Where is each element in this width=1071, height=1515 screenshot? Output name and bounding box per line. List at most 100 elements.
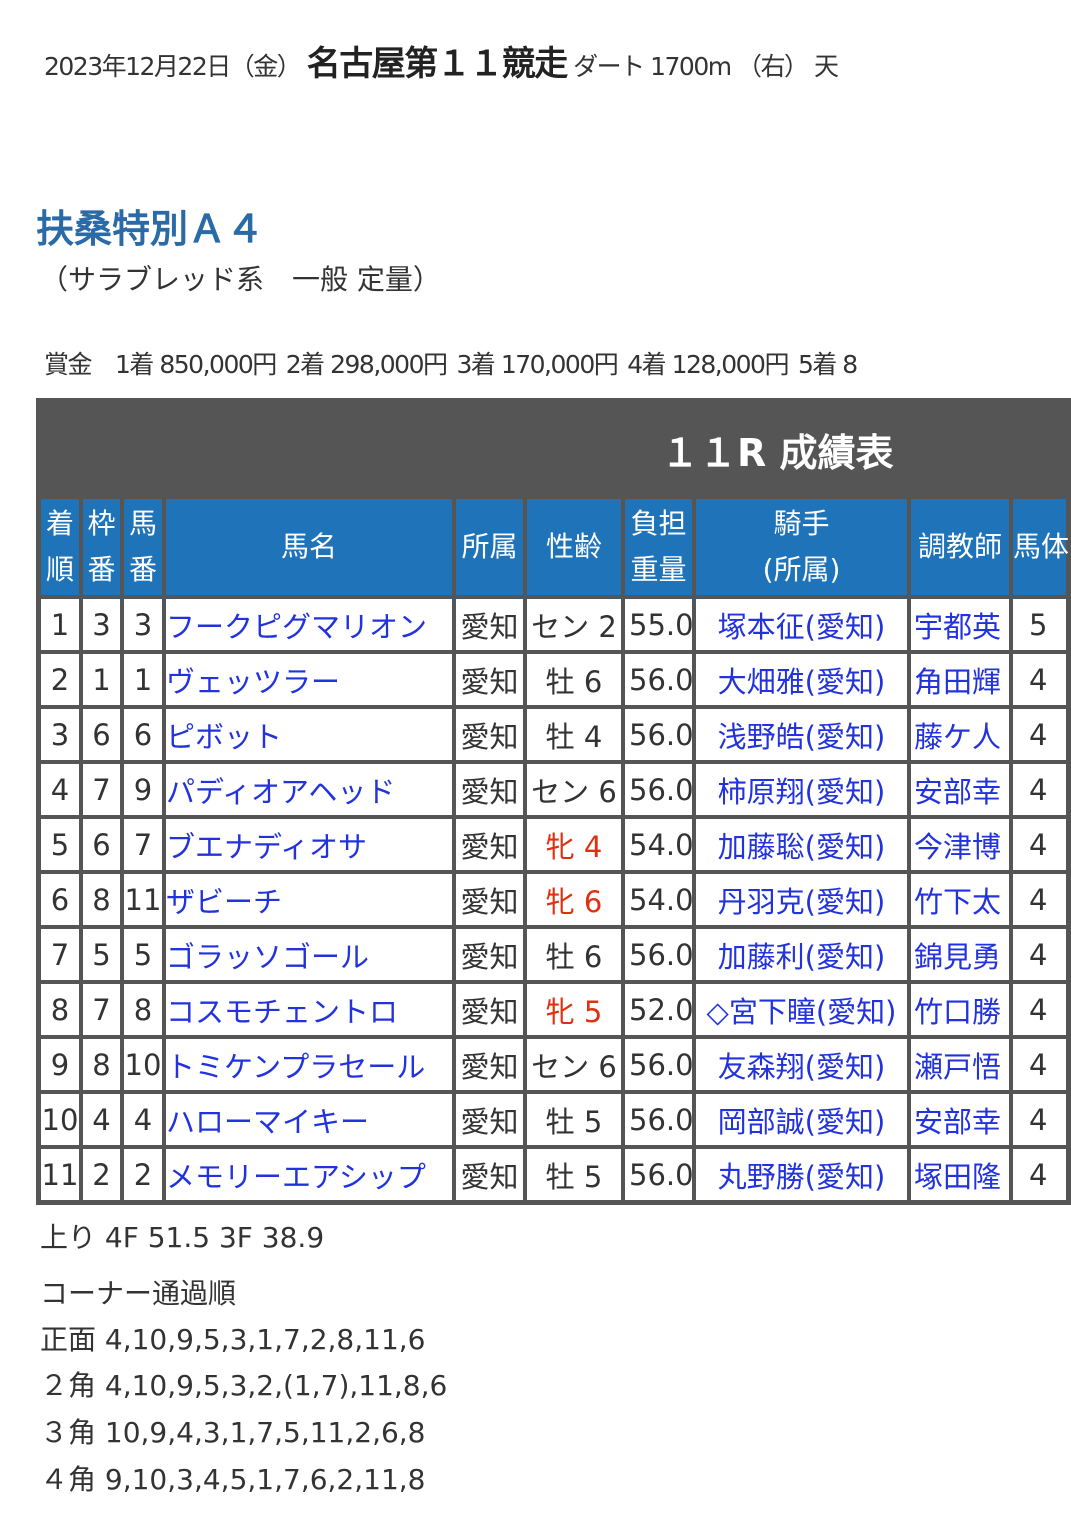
umaban-cell: 3 xyxy=(122,597,164,652)
waku-cell: 4 xyxy=(81,1092,122,1147)
name-cell[interactable]: ブエナディオサ xyxy=(164,817,454,872)
body-cell: 4 xyxy=(1011,1092,1068,1147)
weight-cell: 54.0 xyxy=(623,817,694,872)
jockey-cell[interactable]: 岡部誠(愛知) xyxy=(694,1092,909,1147)
table-row: 6 8 11 ザビーチ 愛知牝 6 54.0 丹羽克(愛知) 竹下太 4 xyxy=(39,872,1068,927)
last-furlongs: 上り 4F 51.5 3F 38.9 xyxy=(40,1221,325,1254)
umaban-cell: 6 xyxy=(122,707,164,762)
jockey-cell[interactable]: 加藤利(愛知) xyxy=(694,927,909,982)
name-cell[interactable]: ハローマイキー xyxy=(164,1092,454,1147)
column-header-label: 負担重量 xyxy=(630,507,687,586)
weight-cell: 56.0 xyxy=(623,652,694,707)
weight-cell: 54.0 xyxy=(623,872,694,927)
waku-cell: 8 xyxy=(81,872,122,927)
jockey-cell[interactable]: ◇宮下瞳(愛知) xyxy=(694,982,909,1037)
trainer-cell[interactable]: 塚田隆 xyxy=(909,1147,1011,1202)
trainer-cell[interactable]: 今津博 xyxy=(909,817,1011,872)
trainer-cell[interactable]: 宇都英 xyxy=(909,597,1011,652)
corner-order: 正面 4,10,9,5,3,1,7,2,8,11,6 xyxy=(40,1323,426,1356)
jockey-cell[interactable]: 丸野勝(愛知) xyxy=(694,1147,909,1202)
name-cell[interactable]: ピボット xyxy=(164,707,454,762)
name-cell[interactable]: パディオアヘッド xyxy=(164,762,454,817)
race-course: ダート 1700m （右） xyxy=(573,52,809,81)
rank-cell: 8 xyxy=(39,982,81,1037)
name-cell[interactable]: フークピグマリオン xyxy=(164,597,454,652)
umaban-cell: 8 xyxy=(122,982,164,1037)
trainer-cell[interactable]: 安部幸 xyxy=(909,762,1011,817)
prize-item: 3着 170,000円 xyxy=(456,350,618,379)
jockey-cell[interactable]: 丹羽克(愛知) xyxy=(694,872,909,927)
umaban-cell: 5 xyxy=(122,927,164,982)
name-cell[interactable]: ザビーチ xyxy=(164,872,454,927)
sexage-cell: 牡 6 xyxy=(525,927,623,982)
affil-cell: 愛知 xyxy=(454,597,525,652)
sexage-cell: セン 6 xyxy=(525,762,623,817)
sexage-cell: 牡 5 xyxy=(525,1147,623,1202)
race-condition: （サラブレッド系 一般 定量） xyxy=(40,263,441,296)
rank-cell: 7 xyxy=(39,927,81,982)
sexage-cell: セン 6 xyxy=(525,1037,623,1092)
body-cell: 4 xyxy=(1011,652,1068,707)
umaban-cell: 9 xyxy=(122,762,164,817)
table-row: 7 5 5 ゴラッソゴール 愛知牡 6 56.0 加藤利(愛知) 錦見勇 4 xyxy=(39,927,1068,982)
umaban-cell: 4 xyxy=(122,1092,164,1147)
waku-cell: 7 xyxy=(81,762,122,817)
race-name: 扶桑特別Ａ４ xyxy=(36,207,265,251)
trainer-cell[interactable]: 竹口勝 xyxy=(909,982,1011,1037)
waku-cell: 3 xyxy=(81,597,122,652)
trainer-cell[interactable]: 角田輝 xyxy=(909,652,1011,707)
column-header: 馬番 xyxy=(122,497,164,597)
race-header: 2023年12月22日（金） 名古屋第１１競走 ダート 1700m （右） 天 xyxy=(44,36,839,85)
column-header-label: 騎手(所属) xyxy=(762,507,841,586)
body-cell: 4 xyxy=(1011,927,1068,982)
corner-order: ２角 4,10,9,5,3,2,(1,7),11,8,6 xyxy=(40,1369,448,1402)
corner-title: コーナー通過順 xyxy=(40,1277,237,1310)
column-header-line: 番 xyxy=(128,553,157,586)
name-cell[interactable]: ゴラッソゴール xyxy=(164,927,454,982)
corner-order: ３角 10,9,4,3,1,7,5,11,2,6,8 xyxy=(40,1416,426,1449)
column-header-line: 番 xyxy=(87,553,116,586)
body-cell: 4 xyxy=(1011,817,1068,872)
jockey-cell[interactable]: 友森翔(愛知) xyxy=(694,1037,909,1092)
sexage-cell: セン 2 xyxy=(525,597,623,652)
race-date: 2023年12月22日（金） xyxy=(44,52,302,81)
rank-cell: 10 xyxy=(39,1092,81,1147)
rank-cell: 1 xyxy=(39,597,81,652)
body-cell: 4 xyxy=(1011,872,1068,927)
trainer-cell[interactable]: 竹下太 xyxy=(909,872,1011,927)
column-header-line: 順 xyxy=(45,553,74,586)
prize-item: 4着 128,000円 xyxy=(627,350,789,379)
name-cell[interactable]: トミケンプラセール xyxy=(164,1037,454,1092)
trainer-cell[interactable]: 藤ケ人 xyxy=(909,707,1011,762)
body-cell: 4 xyxy=(1011,982,1068,1037)
affil-cell: 愛知 xyxy=(454,927,525,982)
affil-cell: 愛知 xyxy=(454,817,525,872)
name-cell[interactable]: ヴェッツラー xyxy=(164,652,454,707)
trainer-cell[interactable]: 錦見勇 xyxy=(909,927,1011,982)
table-row: 10 4 4 ハローマイキー 愛知牡 5 56.0 岡部誠(愛知) 安部幸 4 xyxy=(39,1092,1068,1147)
column-header: 馬名 xyxy=(164,497,454,597)
affil-cell: 愛知 xyxy=(454,762,525,817)
column-header: 所属 xyxy=(454,497,525,597)
weight-cell: 56.0 xyxy=(623,1037,694,1092)
jockey-cell[interactable]: 塚本征(愛知) xyxy=(694,597,909,652)
jockey-cell[interactable]: 大畑雅(愛知) xyxy=(694,652,909,707)
jockey-cell[interactable]: 加藤聡(愛知) xyxy=(694,817,909,872)
table-row: 4 7 9 パディオアヘッド 愛知 セン 6 56.0 柿原翔(愛知) 安部幸 4 xyxy=(39,762,1068,817)
waku-cell: 8 xyxy=(81,1037,122,1092)
jockey-cell[interactable]: 柿原翔(愛知) xyxy=(694,762,909,817)
affil-cell: 愛知 xyxy=(454,652,525,707)
trainer-cell[interactable]: 瀬戸悟 xyxy=(909,1037,1011,1092)
name-cell[interactable]: コスモチェントロ xyxy=(164,982,454,1037)
weight-cell: 55.0 xyxy=(623,597,694,652)
affil-cell: 愛知 xyxy=(454,1037,525,1092)
waku-cell: 6 xyxy=(81,707,122,762)
trainer-cell[interactable]: 安部幸 xyxy=(909,1092,1011,1147)
jockey-cell[interactable]: 浅野皓(愛知) xyxy=(694,707,909,762)
table-row: 11 2 2 メモリーエアシップ 愛知牡 5 56.0 丸野勝(愛知) 塚田隆 4 xyxy=(39,1147,1068,1202)
waku-cell: 7 xyxy=(81,982,122,1037)
race-weather: 天 xyxy=(813,52,839,81)
name-cell[interactable]: メモリーエアシップ xyxy=(164,1147,454,1202)
column-header: 騎手(所属) xyxy=(694,497,909,597)
rank-cell: 2 xyxy=(39,652,81,707)
